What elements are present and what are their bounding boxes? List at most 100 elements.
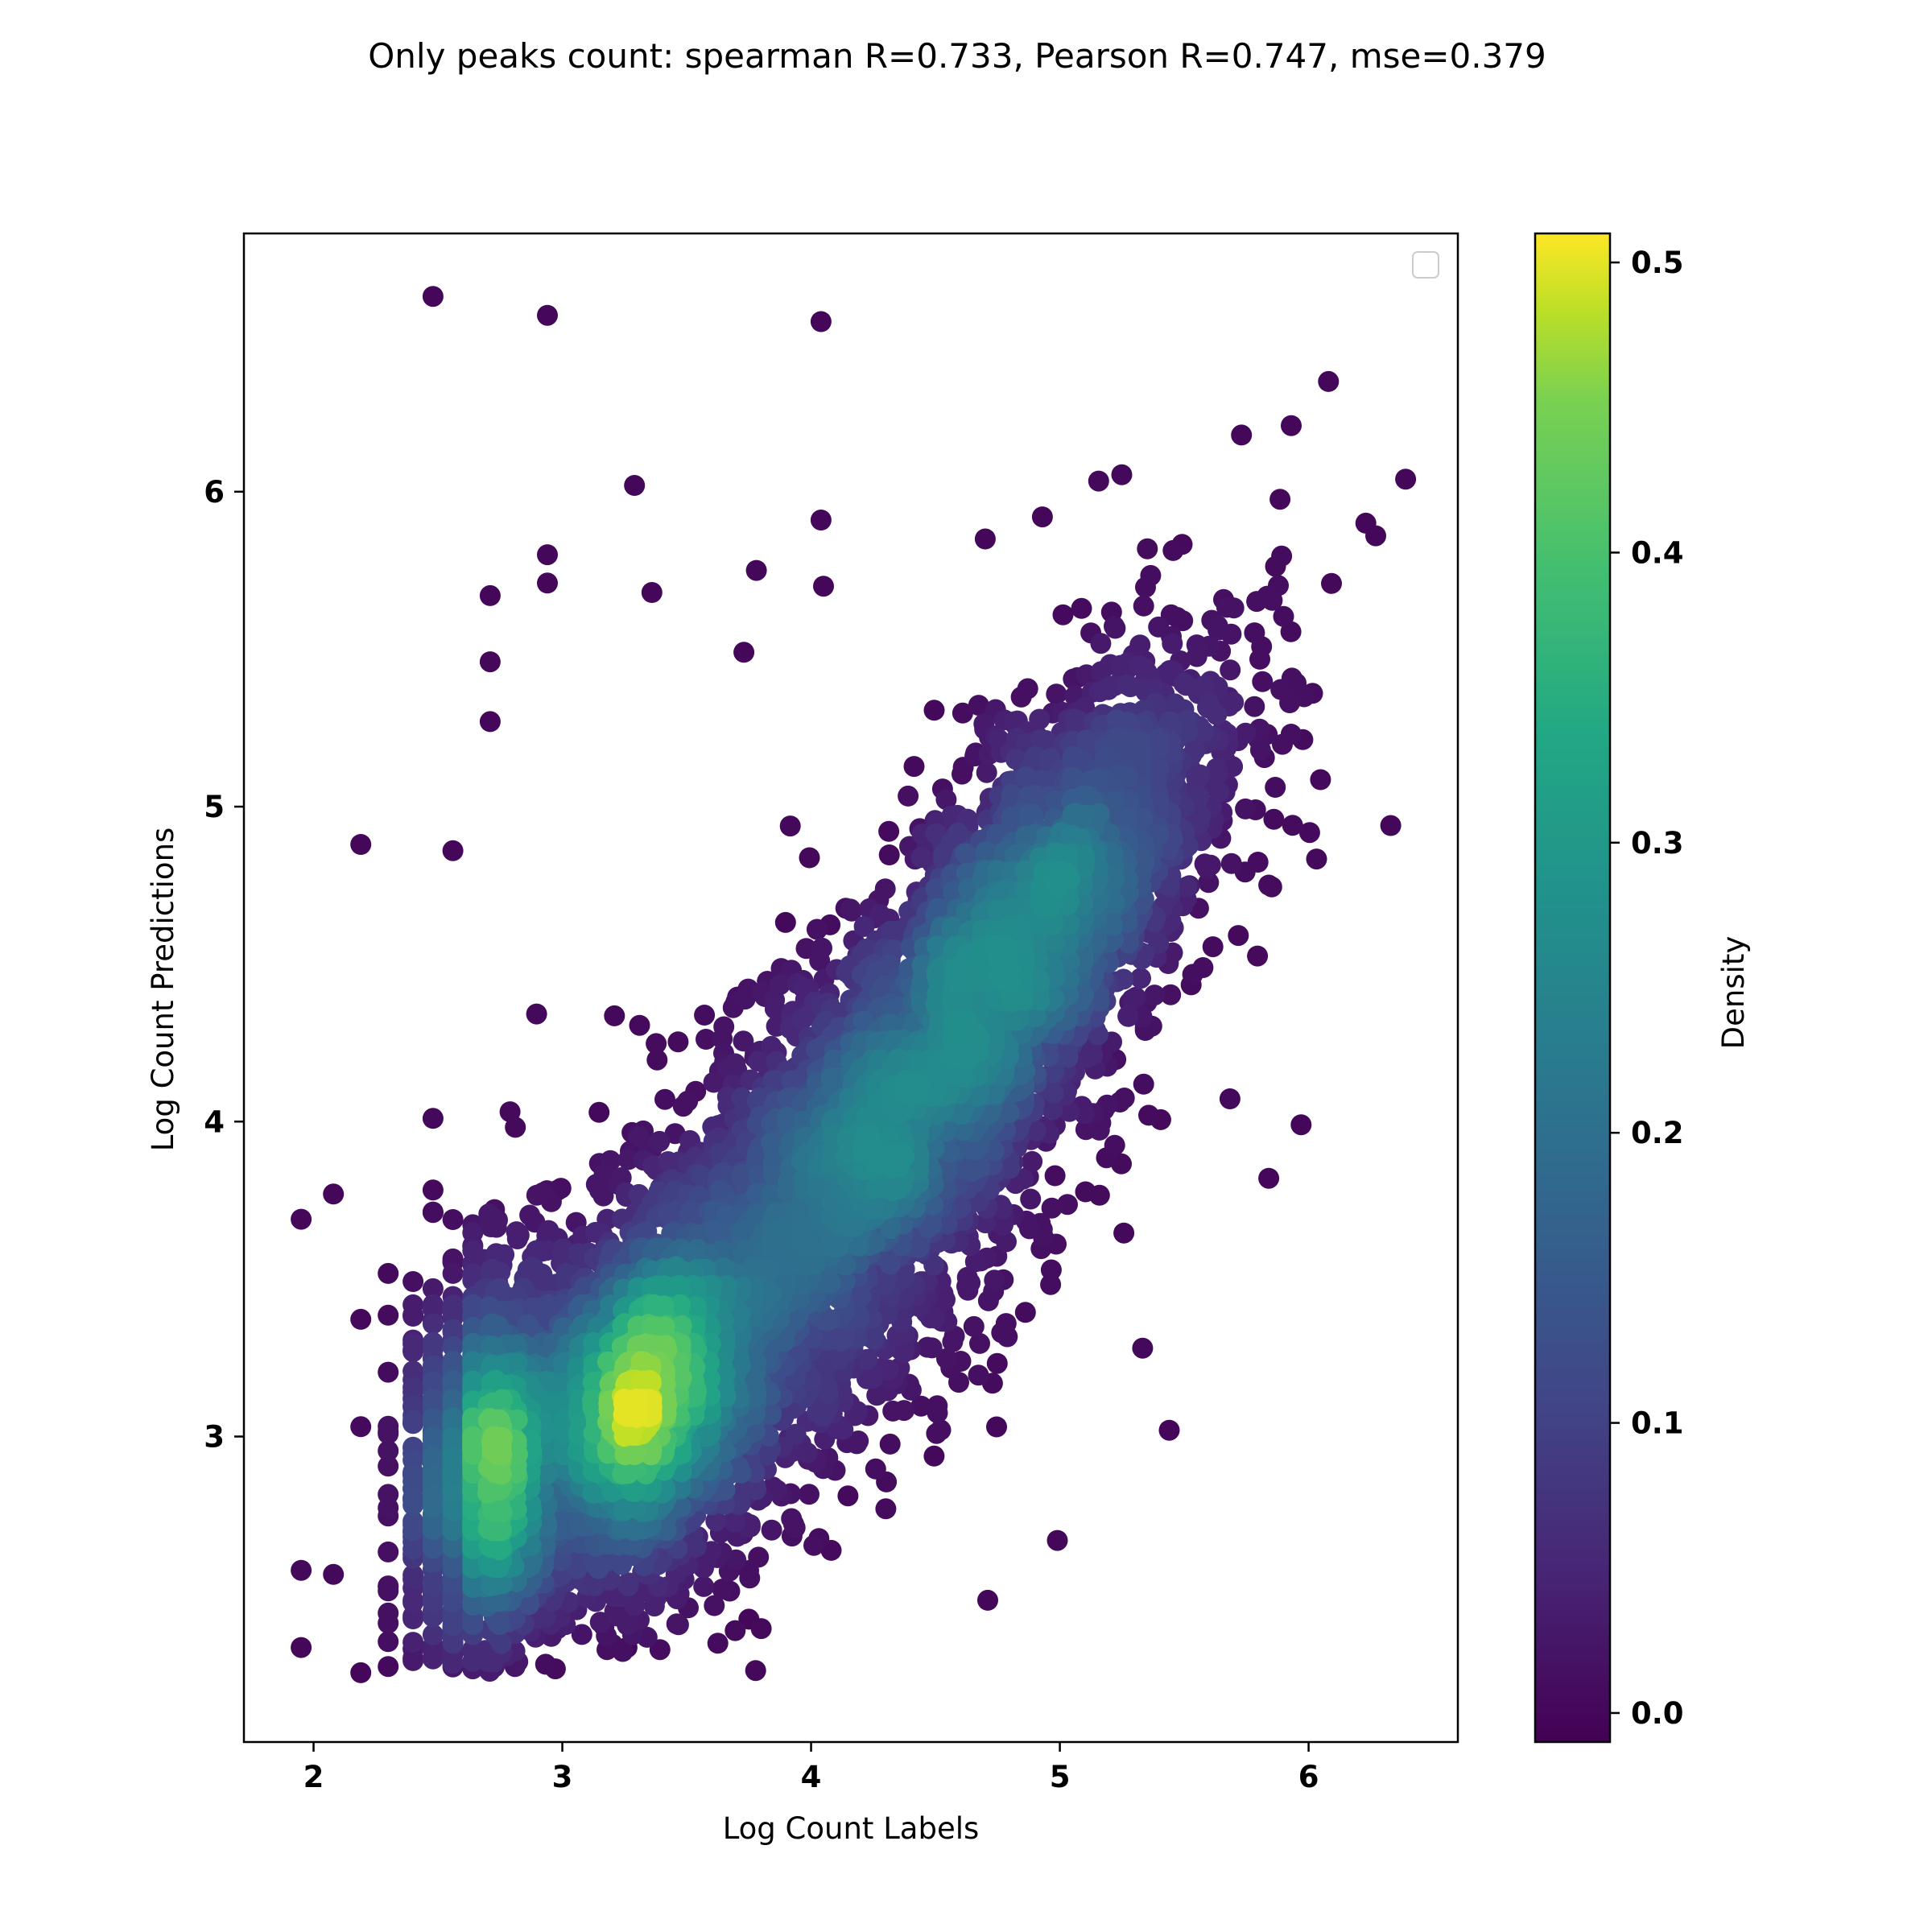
scatter-point xyxy=(402,1538,424,1560)
scatter-point xyxy=(672,1096,694,1117)
scatter-point xyxy=(1263,808,1285,830)
scatter-point xyxy=(629,1014,650,1036)
scatter-point xyxy=(910,1395,932,1417)
scatter-point xyxy=(1022,1150,1043,1172)
scatter-point xyxy=(1130,968,1151,989)
scatter-point xyxy=(422,1278,444,1299)
scatter-point xyxy=(667,1031,689,1053)
scatter-point xyxy=(378,1541,399,1563)
scatter-point xyxy=(764,998,786,1020)
scatter-point xyxy=(903,756,925,778)
scatter-point xyxy=(1059,1100,1080,1122)
scatter-point xyxy=(733,642,755,663)
scatter-point xyxy=(810,510,832,530)
scatter-point xyxy=(1162,633,1183,654)
scatter-point xyxy=(1395,469,1417,490)
scatter-point xyxy=(1247,945,1269,967)
scatter-point xyxy=(1133,1073,1154,1095)
scatter-point xyxy=(862,1368,884,1389)
scatter-point xyxy=(479,584,501,606)
scatter-point xyxy=(378,1440,399,1462)
scatter-points xyxy=(291,286,1417,1683)
chart-title: Only peaks count: spearman R=0.733, Pear… xyxy=(368,36,1546,76)
scatter-point xyxy=(1104,1134,1125,1156)
scatter-point xyxy=(1298,822,1320,844)
scatter-point xyxy=(724,1620,746,1641)
scatter-point xyxy=(526,1003,547,1025)
scatter-point xyxy=(402,1412,424,1434)
scatter-point xyxy=(1158,1419,1180,1441)
scatter-point xyxy=(1132,1337,1154,1359)
scatter-point xyxy=(479,711,501,733)
scatter-point xyxy=(1088,1184,1110,1206)
scatter-point xyxy=(588,1101,610,1123)
scatter-point xyxy=(1144,985,1166,1006)
scatter-point xyxy=(658,1203,679,1225)
scatter-point xyxy=(1082,1044,1104,1066)
scatter-point xyxy=(1192,957,1214,978)
scatter-point xyxy=(1235,798,1257,819)
scatter-point xyxy=(402,1632,424,1653)
scatter-point xyxy=(803,1534,824,1556)
scatter-point xyxy=(910,847,932,869)
scatter-point xyxy=(654,1088,675,1110)
scatter-point xyxy=(968,1364,989,1386)
scatter-point xyxy=(1228,925,1249,947)
scatter-point xyxy=(506,1221,527,1243)
scatter-point xyxy=(976,762,997,783)
scatter-point xyxy=(846,1433,868,1455)
scatter-point xyxy=(704,1595,725,1616)
scatter-point xyxy=(589,1612,611,1633)
scatter-point xyxy=(1321,572,1342,594)
scatter-point xyxy=(1257,585,1278,607)
scatter-point xyxy=(1220,659,1241,681)
scatter-point xyxy=(422,1388,444,1410)
scatter-point xyxy=(604,1005,625,1026)
scatter-point xyxy=(1040,1259,1062,1281)
scatter-point xyxy=(402,1590,424,1612)
scatter-point xyxy=(1044,1165,1066,1187)
scatter-point xyxy=(1207,615,1228,637)
scatter-point xyxy=(1265,777,1286,798)
scatter-point xyxy=(1235,722,1257,744)
scatter-point xyxy=(840,898,861,920)
scatter-point xyxy=(378,1455,399,1477)
scatter-point xyxy=(1186,634,1208,656)
scatter-point xyxy=(1046,683,1067,705)
scatter-point xyxy=(1273,605,1294,627)
scatter-point xyxy=(745,1660,766,1682)
scatter-point xyxy=(926,1422,947,1444)
scatter-point xyxy=(882,1400,904,1422)
scatter-point xyxy=(1160,984,1182,1005)
scatter-point xyxy=(927,1402,948,1424)
scatter-point xyxy=(837,1485,859,1507)
scatter-point xyxy=(350,834,372,855)
scatter-point xyxy=(402,1340,424,1361)
scatter-point xyxy=(649,1130,671,1152)
scatter-point xyxy=(646,1049,668,1071)
scatter-point xyxy=(1220,852,1242,874)
scatter-point xyxy=(617,1149,639,1170)
scatter-point xyxy=(641,582,663,603)
scatter-point xyxy=(442,1262,464,1284)
scatter-point xyxy=(531,1241,553,1262)
scatter-point xyxy=(517,1314,539,1335)
scatter-point xyxy=(1148,616,1170,638)
scatter-point xyxy=(974,528,996,550)
scatter-point xyxy=(480,1216,502,1237)
scatter-point xyxy=(617,1575,639,1597)
scatter-point xyxy=(628,1125,650,1147)
scatter-point xyxy=(968,695,989,716)
scatter-point xyxy=(350,1308,372,1330)
scatter-point xyxy=(422,286,444,308)
scatter-point xyxy=(1282,815,1303,836)
scatter-point xyxy=(1380,815,1402,836)
scatter-point xyxy=(402,1608,424,1629)
scatter-point xyxy=(1125,986,1146,1008)
scatter-point xyxy=(1104,617,1126,639)
scatter-point xyxy=(1062,803,1084,825)
scatter-point xyxy=(1031,506,1053,528)
scatter-point xyxy=(1117,1005,1139,1027)
scatter-point xyxy=(774,911,796,933)
